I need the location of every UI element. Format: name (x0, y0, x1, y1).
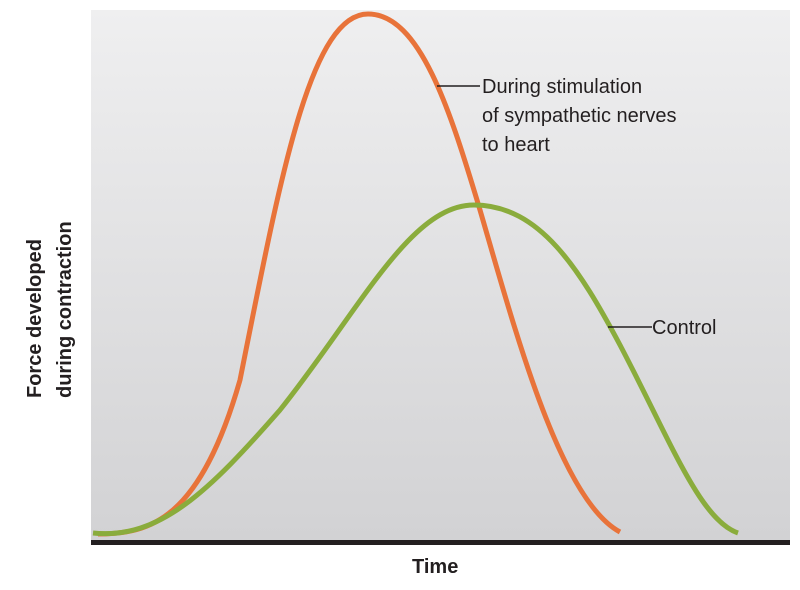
control-curve (92, 202, 739, 537)
x-axis-line (91, 540, 790, 545)
stimulation-curve (97, 11, 622, 537)
x-axis-label: Time (412, 556, 458, 578)
control-label: Control (652, 317, 716, 339)
y-axis-label-line-2-text: during contraction (54, 221, 76, 398)
stimulation-label-line-3: to heart (482, 134, 550, 156)
y-axis-label-line-1-text: Force developed (24, 239, 46, 398)
stimulation-label-line-1: During stimulation (482, 76, 642, 98)
stimulation-label: During stimulation of sympathetic nerves… (482, 76, 682, 156)
stimulation-label-line-2: of sympathetic nerves (482, 105, 677, 127)
